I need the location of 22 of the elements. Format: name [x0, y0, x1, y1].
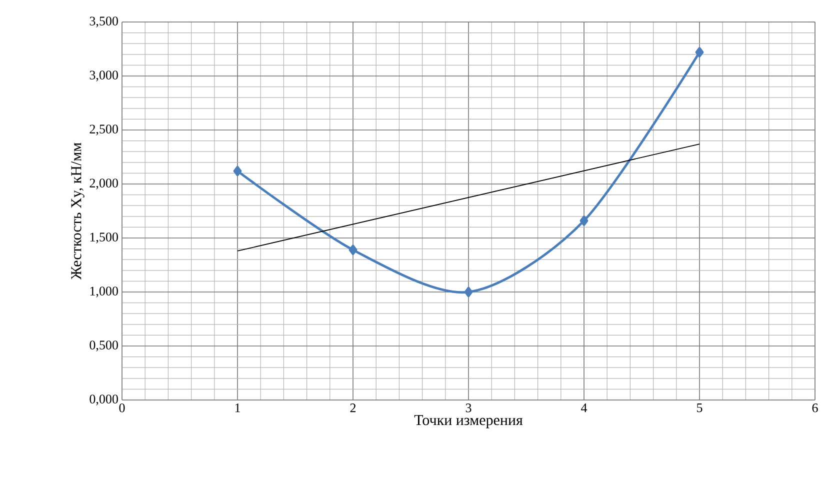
y-tick-label: 3,500 — [90, 16, 118, 28]
point — [464, 286, 473, 298]
y-tick-label: 2,000 — [90, 178, 118, 190]
x-axis-title: Точки измерения — [414, 415, 523, 428]
y-tick-label: 1,500 — [90, 232, 118, 244]
point — [233, 166, 242, 176]
y-tick-label: 1,000 — [90, 286, 118, 298]
x-tick-label: 4 — [581, 404, 588, 412]
y-tick-label: 2,500 — [90, 124, 118, 136]
point — [348, 244, 358, 256]
x-tick-label: 0 — [119, 404, 125, 412]
x-tick-label: 5 — [697, 404, 702, 412]
point — [580, 216, 588, 226]
x-tick-label: 6 — [812, 404, 818, 412]
y-tick-label: 0,000 — [90, 394, 118, 406]
x-tick-label: 1 — [235, 404, 240, 412]
x-tick-label: 3 — [466, 404, 472, 412]
point — [695, 47, 704, 58]
y-axis-title: Жесткость Xy, кН/мм — [71, 142, 84, 280]
x-tick-label: 2 — [350, 404, 356, 412]
y-tick-label: 3,000 — [90, 70, 118, 82]
y-tick-label: 0,500 — [90, 340, 118, 352]
